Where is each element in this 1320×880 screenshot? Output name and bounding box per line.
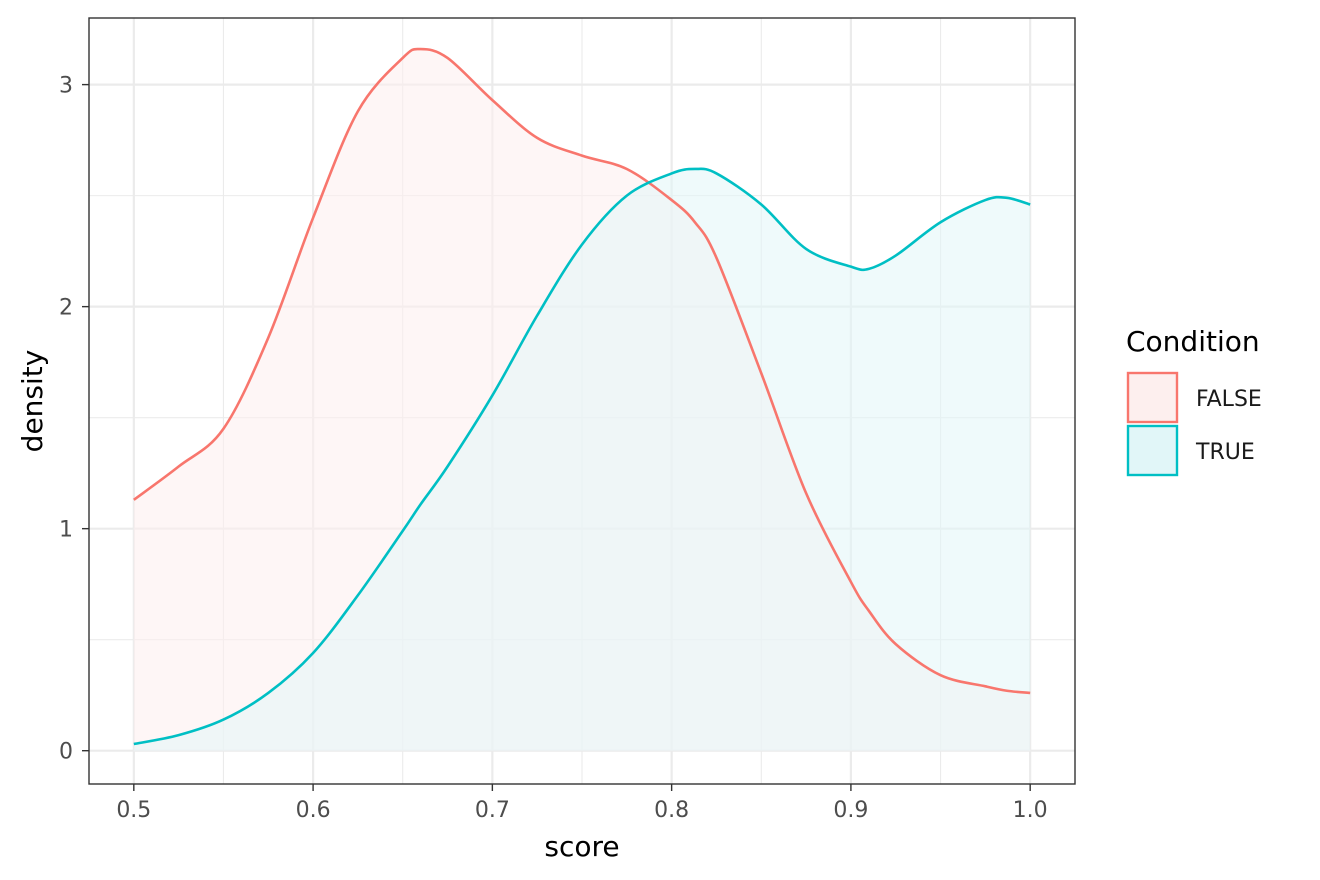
density-lines [133,47,1031,746]
y-tick-label: 1 [59,518,73,543]
legend-title: Condition [1126,325,1260,358]
legend: Condition FALSE TRUE [1126,325,1262,477]
x-tick-label: 0.6 [296,798,331,823]
x-tick-label: 0.7 [475,798,510,823]
plot-panel-border [88,17,1076,785]
density-area-true [133,168,1031,751]
x-axis: 0.5 0.6 0.7 0.8 0.9 1.0 [116,784,1048,823]
y-tick-label: 0 [59,740,73,765]
x-axis-title: score [544,830,619,863]
x-tick-label: 0.9 [833,798,868,823]
x-tick-label: 0.8 [654,798,689,823]
y-axis: 0 1 2 3 [59,74,89,765]
legend-key-true [1126,424,1179,477]
legend-key-false [1126,371,1179,424]
x-tick-label: 0.5 [116,798,151,823]
y-tick-label: 2 [59,296,73,321]
density-line-false [133,47,1031,695]
y-axis-title: density [16,350,49,453]
density-line-true [133,167,1031,746]
y-tick-label: 3 [59,74,73,99]
density-areas [133,49,1031,751]
legend-label-true: TRUE [1195,440,1255,465]
legend-label-false: FALSE [1196,387,1262,412]
x-tick-label: 1.0 [1013,798,1048,823]
